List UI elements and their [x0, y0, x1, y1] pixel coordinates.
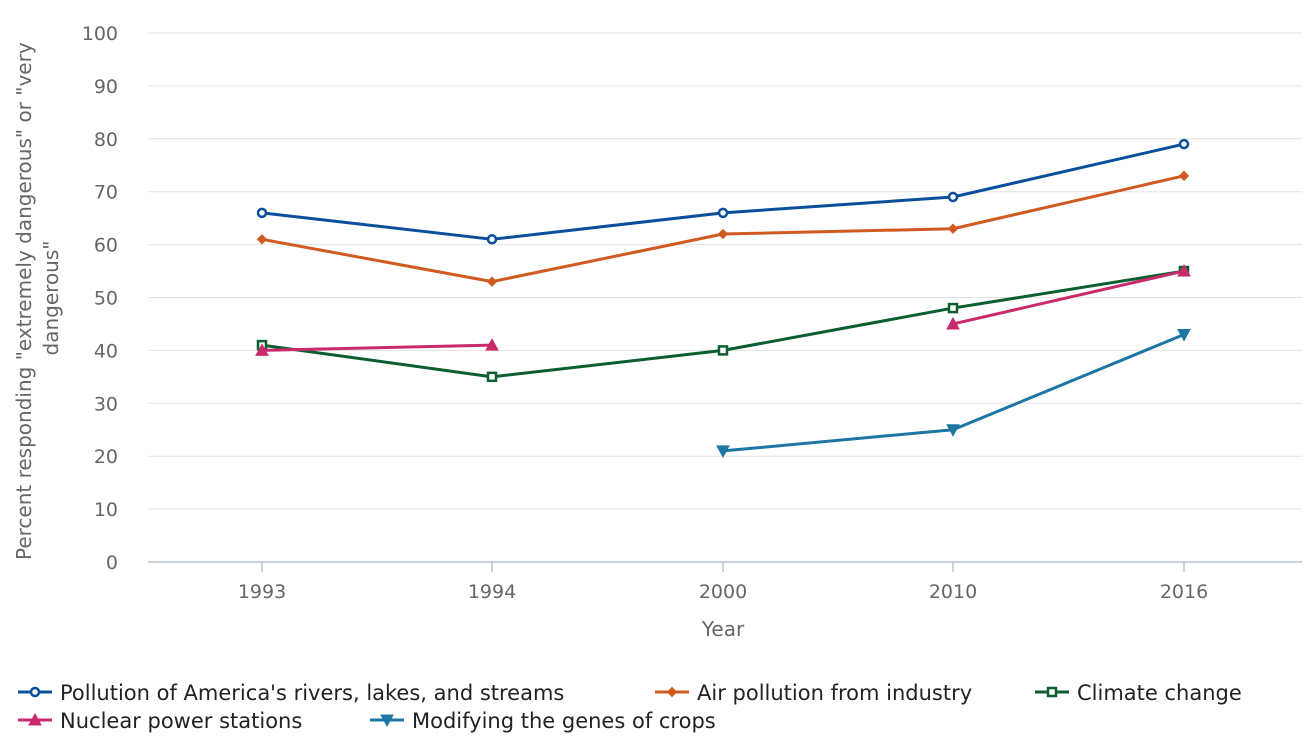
data-point	[946, 316, 960, 330]
y-tick-label: 70	[94, 182, 118, 204]
data-point	[947, 191, 959, 203]
y-axis-title-line-2: dangerous"	[39, 241, 63, 356]
y-tick-label: 30	[94, 393, 118, 415]
legend-label: Modifying the genes of crops	[412, 709, 716, 733]
x-tick-label: 1993	[238, 581, 286, 603]
legend-label: Air pollution from industry	[697, 681, 972, 705]
legend-swatch-marker	[380, 714, 394, 728]
data-point	[717, 228, 729, 240]
x-tick-label: 2016	[1160, 581, 1208, 603]
data-point	[1177, 329, 1191, 342]
y-axis-title-line-1: Percent responding "extremely dangerous"…	[12, 42, 36, 560]
y-tick-label: 80	[94, 129, 118, 151]
data-point	[486, 371, 498, 383]
x-tick-label: 2000	[699, 581, 747, 603]
legend: Pollution of America's rivers, lakes, an…	[18, 681, 1242, 733]
gridlines	[148, 32, 1302, 510]
data-point	[256, 234, 268, 245]
y-tick-label: 90	[94, 76, 118, 98]
y-axis-ticks: 0 10 20 30 40 50 60 70 80 90 100	[82, 23, 118, 574]
legend-swatch-marker	[29, 686, 41, 698]
legend-swatch-marker	[1046, 686, 1058, 698]
data-point	[947, 223, 959, 234]
y-tick-label: 10	[94, 499, 118, 521]
y-tick-label: 0	[106, 552, 118, 574]
data-point	[947, 302, 959, 314]
data-point	[486, 234, 498, 245]
data-point	[255, 343, 269, 356]
x-axis-title: Year	[701, 617, 745, 641]
data-point	[717, 207, 729, 219]
series-line	[952, 269, 1185, 326]
data-point	[256, 207, 268, 219]
y-tick-label: 60	[94, 235, 118, 257]
legend-label: Pollution of America's rivers, lakes, an…	[60, 681, 564, 705]
y-tick-label: 20	[94, 446, 118, 468]
legend-swatch-marker	[28, 712, 42, 726]
legend-item[interactable]: Climate change	[1035, 681, 1242, 705]
x-tick-label: 1994	[468, 581, 516, 603]
data-point	[1177, 264, 1191, 277]
data-point	[716, 445, 730, 458]
legend-item[interactable]: Modifying the genes of crops	[370, 709, 716, 733]
y-tick-label: 100	[82, 23, 118, 45]
series-line	[261, 269, 1185, 379]
data-point	[717, 345, 729, 356]
y-tick-label: 40	[94, 340, 118, 362]
x-tick-label: 2010	[929, 581, 977, 603]
legend-item[interactable]: Air pollution from industry	[655, 681, 972, 705]
data-point	[486, 276, 498, 287]
data-point	[946, 424, 960, 437]
series-2	[256, 265, 1190, 383]
data-point	[1178, 138, 1190, 150]
legend-item[interactable]: Nuclear power stations	[18, 709, 302, 733]
y-axis-title: Percent responding "extremely dangerous"…	[12, 36, 63, 560]
legend-label: Nuclear power stations	[60, 709, 302, 733]
series-3	[255, 264, 1191, 356]
legend-label: Climate change	[1077, 681, 1242, 705]
x-axis-ticks: 1993 1994 2000 2010 2016	[238, 562, 1208, 603]
legend-swatch-marker	[666, 686, 678, 698]
data-point	[1178, 170, 1190, 182]
y-tick-label: 50	[94, 288, 118, 310]
series-group	[255, 138, 1191, 458]
series-line	[261, 343, 493, 352]
legend-item[interactable]: Pollution of America's rivers, lakes, an…	[18, 681, 564, 705]
series-1	[256, 170, 1190, 287]
series-0	[256, 138, 1190, 245]
data-point	[485, 338, 499, 351]
series-4	[716, 329, 1191, 458]
